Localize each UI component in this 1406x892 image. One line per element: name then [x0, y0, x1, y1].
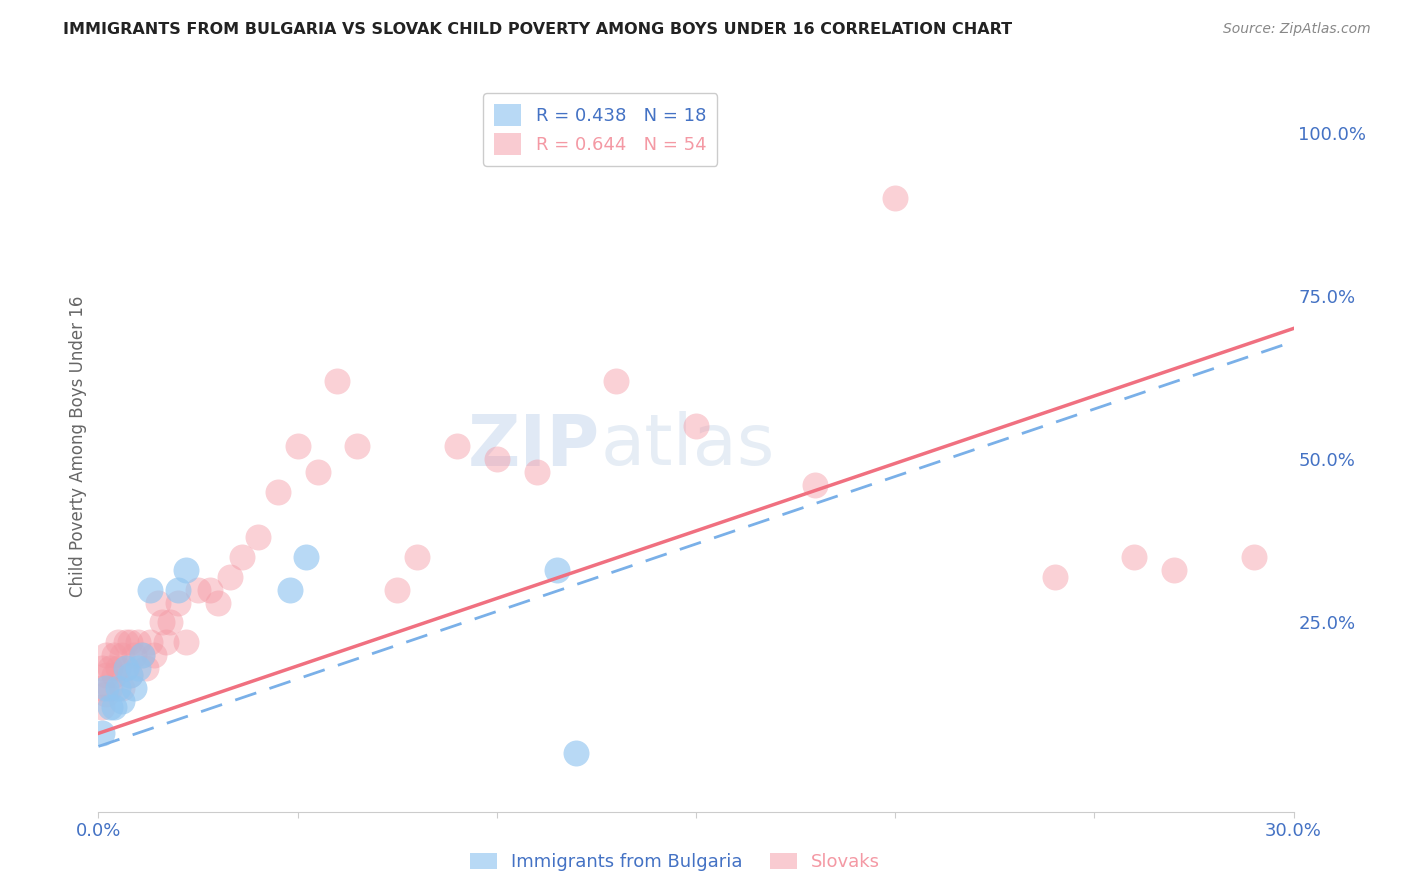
Point — [207, 596, 229, 610]
Point — [267, 484, 290, 499]
Point — [98, 661, 122, 675]
Point — [565, 746, 588, 760]
Text: atlas: atlas — [600, 411, 775, 481]
Point — [167, 582, 190, 597]
Point — [107, 681, 129, 695]
Point — [307, 465, 329, 479]
Point — [385, 582, 409, 597]
Point — [1043, 569, 1066, 583]
Point — [198, 582, 221, 597]
Point — [231, 549, 253, 564]
Point — [135, 661, 157, 675]
Point — [127, 661, 149, 675]
Point — [526, 465, 548, 479]
Point — [103, 648, 125, 662]
Point — [98, 681, 122, 695]
Point — [485, 452, 508, 467]
Point — [96, 687, 118, 701]
Point — [111, 681, 134, 695]
Point — [120, 667, 142, 681]
Text: Source: ZipAtlas.com: Source: ZipAtlas.com — [1223, 22, 1371, 37]
Point — [148, 596, 170, 610]
Point — [91, 661, 114, 675]
Point — [103, 667, 125, 681]
Point — [131, 648, 153, 662]
Point — [1163, 563, 1185, 577]
Point — [120, 667, 142, 681]
Point — [96, 667, 118, 681]
Point — [246, 530, 269, 544]
Point — [96, 648, 118, 662]
Legend: R = 0.438   N = 18, R = 0.644   N = 54: R = 0.438 N = 18, R = 0.644 N = 54 — [484, 93, 717, 166]
Point — [1243, 549, 1265, 564]
Point — [91, 700, 114, 714]
Point — [804, 478, 827, 492]
Text: IMMIGRANTS FROM BULGARIA VS SLOVAK CHILD POVERTY AMONG BOYS UNDER 16 CORRELATION: IMMIGRANTS FROM BULGARIA VS SLOVAK CHILD… — [63, 22, 1012, 37]
Point — [115, 635, 138, 649]
Point — [103, 700, 125, 714]
Point — [605, 374, 627, 388]
Legend: Immigrants from Bulgaria, Slovaks: Immigrants from Bulgaria, Slovaks — [463, 846, 887, 879]
Point — [107, 635, 129, 649]
Point — [685, 419, 707, 434]
Point — [406, 549, 429, 564]
Point — [111, 694, 134, 708]
Point — [174, 563, 197, 577]
Point — [287, 439, 309, 453]
Text: ZIP: ZIP — [468, 411, 600, 481]
Point — [139, 635, 162, 649]
Point — [326, 374, 349, 388]
Point — [446, 439, 468, 453]
Point — [131, 648, 153, 662]
Point — [167, 596, 190, 610]
Point — [98, 700, 122, 714]
Point — [294, 549, 316, 564]
Point — [91, 681, 114, 695]
Point — [143, 648, 166, 662]
Point — [884, 191, 907, 205]
Point — [115, 661, 138, 675]
Point — [159, 615, 181, 630]
Point — [124, 681, 146, 695]
Point — [115, 661, 138, 675]
Point — [96, 681, 118, 695]
Point — [1123, 549, 1146, 564]
Point — [107, 661, 129, 675]
Point — [155, 635, 177, 649]
Point — [127, 635, 149, 649]
Point — [91, 726, 114, 740]
Point — [278, 582, 301, 597]
Point — [139, 582, 162, 597]
Point — [346, 439, 368, 453]
Point — [120, 635, 142, 649]
Point — [174, 635, 197, 649]
Point — [187, 582, 209, 597]
Point — [111, 648, 134, 662]
Point — [124, 648, 146, 662]
Y-axis label: Child Poverty Among Boys Under 16: Child Poverty Among Boys Under 16 — [69, 295, 87, 597]
Point — [150, 615, 173, 630]
Point — [219, 569, 242, 583]
Point — [546, 563, 568, 577]
